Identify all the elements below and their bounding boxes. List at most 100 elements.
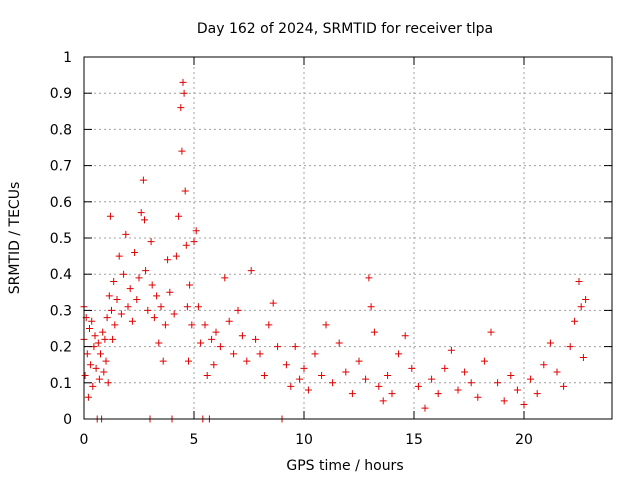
data-point (579, 353, 587, 361)
data-point (100, 368, 108, 376)
data-point (192, 227, 200, 235)
data-point (159, 357, 167, 365)
data-point (318, 372, 326, 380)
data-point (208, 335, 216, 343)
data-point (104, 379, 112, 387)
x-axis-label: GPS time / hours (286, 458, 403, 474)
x-tick-label: 5 (190, 432, 199, 448)
data-point (201, 321, 209, 329)
data-point (395, 350, 403, 358)
data-point (379, 397, 387, 405)
data-point (342, 368, 350, 376)
data-point (133, 296, 141, 304)
data-point (178, 147, 186, 155)
data-point (170, 310, 178, 318)
data-point (106, 212, 114, 220)
data-point (101, 335, 109, 343)
data-point (494, 379, 502, 387)
data-point (179, 78, 187, 86)
data-point (447, 346, 455, 354)
data-point (304, 386, 312, 394)
data-point (108, 306, 115, 314)
data-point (401, 332, 409, 340)
data-point (300, 364, 308, 372)
data-point (135, 274, 143, 282)
data-point (131, 248, 139, 256)
data-point (197, 339, 205, 347)
data-point (122, 230, 130, 238)
data-point (577, 303, 585, 311)
data-point (157, 303, 165, 311)
y-tick-label: 0.5 (50, 231, 72, 247)
x-tick-label: 10 (295, 432, 313, 448)
data-point (487, 328, 495, 336)
data-point (243, 357, 251, 365)
data-point (560, 382, 568, 390)
y-tick-label: 0.4 (50, 267, 72, 283)
data-point (183, 303, 191, 311)
data-point (109, 335, 117, 343)
data-point (84, 393, 92, 401)
data-point (520, 401, 528, 409)
data-point (172, 252, 180, 260)
data-point (540, 361, 548, 369)
data-point (533, 390, 541, 398)
data-point (265, 321, 273, 329)
data-point (571, 317, 579, 325)
data-point (291, 343, 299, 351)
data-point (203, 372, 211, 380)
y-tick-label: 0.6 (50, 195, 72, 211)
plot-frame (83, 56, 613, 420)
data-point (115, 252, 123, 260)
data-point (221, 274, 229, 282)
data-point (182, 241, 190, 249)
y-tick-label: 0.1 (50, 376, 72, 392)
data-point (428, 375, 436, 383)
data-point (474, 393, 482, 401)
data-point (216, 343, 224, 351)
data-point (155, 339, 163, 347)
data-point (441, 364, 449, 372)
data-point (111, 321, 119, 329)
data-point (480, 357, 488, 365)
data-point (103, 314, 111, 322)
y-tick-label: 0.8 (50, 122, 72, 138)
data-point (252, 335, 260, 343)
data-point (414, 382, 422, 390)
y-tick-label: 0.7 (50, 159, 72, 175)
data-point (311, 350, 319, 358)
data-point (348, 390, 356, 398)
y-axis-label: SRMTID / TECUs (7, 182, 23, 295)
data-point (461, 368, 469, 376)
data-point (370, 328, 378, 336)
data-point (367, 303, 375, 311)
data-point (128, 317, 136, 325)
data-point (388, 390, 396, 398)
data-point (408, 364, 416, 372)
x-tick-label: 15 (405, 432, 423, 448)
x-tick-label: 20 (515, 432, 533, 448)
data-point (362, 375, 370, 383)
data-point (421, 404, 429, 412)
data-point (190, 238, 198, 246)
data-point (384, 372, 392, 380)
data-point (81, 372, 89, 380)
data-point (185, 357, 192, 365)
data-point (194, 303, 202, 311)
data-point (175, 212, 183, 220)
data-point (256, 350, 264, 358)
data-point (161, 321, 169, 329)
scatter-markers (80, 78, 590, 423)
data-point (83, 350, 91, 358)
data-point (91, 332, 99, 340)
data-point (105, 292, 113, 300)
data-point (546, 339, 554, 347)
y-tick-label: 1 (63, 50, 72, 66)
data-point (454, 386, 462, 394)
data-point (87, 361, 95, 369)
data-point (365, 274, 373, 282)
data-point (89, 382, 97, 390)
data-point (467, 379, 475, 387)
data-point (329, 379, 337, 387)
chart-title: Day 162 of 2024, SRMTID for receiver tlp… (197, 21, 493, 37)
